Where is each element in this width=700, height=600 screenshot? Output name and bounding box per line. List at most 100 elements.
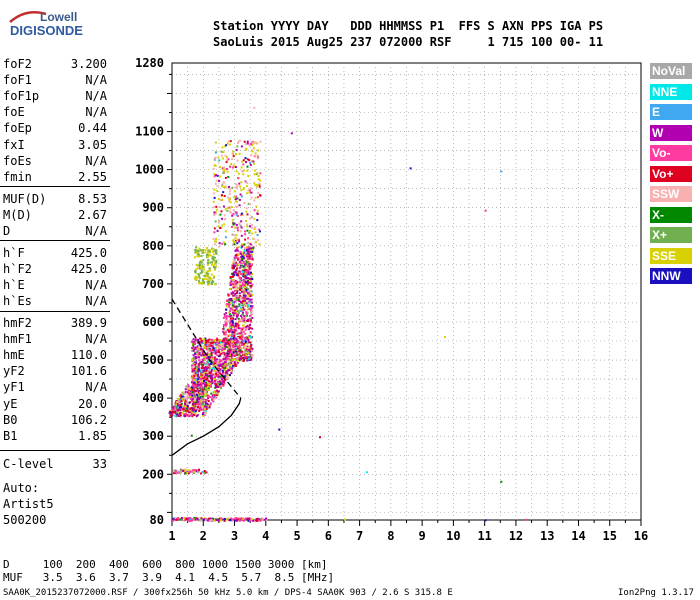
param-row-ye: yE 20.0 bbox=[3, 397, 107, 413]
echo-point bbox=[208, 345, 211, 348]
echo-point bbox=[233, 333, 236, 336]
x-tick-label: 12 bbox=[509, 529, 523, 543]
echo-point bbox=[237, 298, 240, 301]
echo-point bbox=[240, 213, 243, 216]
echo-point bbox=[216, 345, 219, 348]
echo-point bbox=[196, 272, 199, 275]
echo-point bbox=[207, 369, 210, 372]
echo-point bbox=[191, 398, 194, 401]
echo-point bbox=[257, 154, 260, 157]
echo-point bbox=[230, 292, 233, 295]
echo-point bbox=[200, 403, 203, 406]
echo-point bbox=[239, 306, 242, 309]
echo-point bbox=[231, 243, 234, 246]
echo-point bbox=[236, 205, 239, 208]
x-tick-label: 8 bbox=[387, 529, 394, 543]
echo-point bbox=[214, 211, 217, 213]
echo-point bbox=[198, 369, 201, 372]
echo-point bbox=[198, 390, 201, 393]
echo-point bbox=[223, 315, 226, 318]
echo-point bbox=[190, 407, 193, 409]
echo-point bbox=[213, 381, 216, 384]
echo-point bbox=[234, 198, 237, 201]
echo-point bbox=[245, 289, 248, 291]
echo-point bbox=[257, 517, 260, 520]
echo-point bbox=[205, 367, 208, 370]
echo-point bbox=[197, 351, 200, 354]
echo-point bbox=[235, 200, 238, 203]
echo-point bbox=[221, 146, 224, 149]
echo-point bbox=[205, 408, 208, 411]
echo-point bbox=[191, 413, 194, 416]
echo-point bbox=[199, 405, 202, 408]
echo-point bbox=[214, 375, 217, 378]
echo-point bbox=[186, 400, 188, 403]
echo-point bbox=[248, 518, 250, 520]
echo-point bbox=[189, 396, 192, 398]
echo-point bbox=[234, 293, 237, 296]
echo-point bbox=[209, 365, 211, 368]
echo-point bbox=[169, 413, 172, 416]
echo-point bbox=[195, 268, 198, 271]
echo-point bbox=[200, 350, 203, 353]
isolated-echo-point bbox=[343, 518, 346, 521]
echo-point bbox=[215, 250, 218, 253]
echo-point bbox=[263, 518, 266, 521]
echo-point bbox=[242, 288, 245, 291]
echo-point bbox=[235, 153, 237, 156]
echo-point bbox=[229, 374, 231, 377]
echo-point bbox=[230, 349, 233, 352]
y-tick-label: 1280 bbox=[135, 56, 164, 70]
echo-point bbox=[221, 339, 224, 342]
echo-point bbox=[207, 396, 210, 399]
echo-point bbox=[249, 253, 252, 256]
echo-point bbox=[227, 336, 229, 339]
echo-point bbox=[222, 358, 225, 361]
echo-point bbox=[227, 305, 230, 308]
isolated-echo-point bbox=[290, 132, 293, 135]
echo-point bbox=[213, 188, 216, 191]
echo-point bbox=[207, 260, 209, 263]
echo-point bbox=[247, 358, 250, 361]
echo-point bbox=[210, 277, 213, 280]
echo-point bbox=[214, 268, 216, 271]
echo-point bbox=[255, 205, 258, 208]
echo-point bbox=[247, 519, 250, 522]
param-value: N/A bbox=[85, 332, 107, 347]
echo-point bbox=[229, 299, 232, 302]
echo-point bbox=[235, 234, 238, 237]
echo-point bbox=[247, 246, 250, 249]
echo-point bbox=[190, 341, 193, 344]
echo-point bbox=[214, 359, 217, 362]
echo-point bbox=[203, 359, 206, 362]
echo-point bbox=[233, 190, 236, 193]
echo-point bbox=[193, 396, 196, 399]
echo-point bbox=[205, 518, 208, 521]
x-tick-label: 1 bbox=[168, 529, 175, 543]
echo-point bbox=[224, 243, 227, 246]
echo-point bbox=[203, 470, 206, 472]
echo-point bbox=[234, 236, 237, 239]
echo-point bbox=[217, 390, 220, 393]
echo-point bbox=[207, 249, 210, 252]
echo-point bbox=[211, 518, 214, 521]
echo-point bbox=[247, 297, 250, 300]
echo-point bbox=[241, 270, 244, 273]
echo-point bbox=[194, 372, 197, 375]
echo-point bbox=[218, 242, 221, 245]
echo-point bbox=[227, 342, 230, 345]
echo-point bbox=[239, 346, 242, 349]
echo-point bbox=[250, 343, 253, 346]
echo-point bbox=[213, 338, 216, 341]
echo-point bbox=[230, 519, 233, 522]
echo-point bbox=[239, 327, 242, 330]
echo-point bbox=[206, 340, 209, 343]
echo-point bbox=[201, 390, 204, 393]
echo-point bbox=[192, 354, 195, 357]
echo-point bbox=[200, 255, 203, 257]
echo-point bbox=[208, 355, 211, 358]
echo-point bbox=[208, 280, 211, 283]
echo-point bbox=[234, 322, 237, 325]
echo-point bbox=[205, 253, 208, 256]
echo-point bbox=[185, 518, 188, 520]
